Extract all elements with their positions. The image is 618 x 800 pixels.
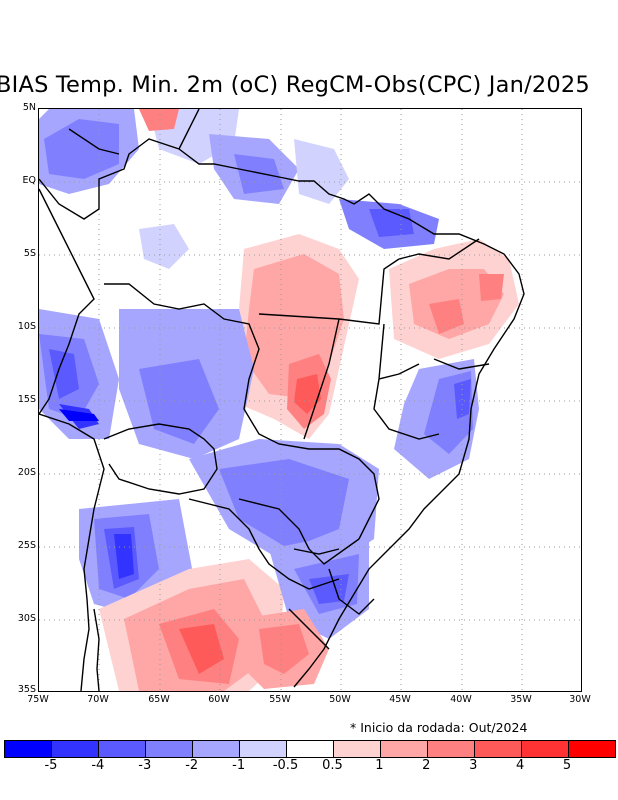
- colorbar-box: [381, 741, 428, 757]
- colorbar-box: [287, 741, 334, 757]
- colorbar-box: [569, 741, 615, 757]
- colorbar-tick-label: 4: [516, 758, 525, 773]
- colorbar-box: [5, 741, 52, 757]
- lat-label: 5S: [23, 248, 36, 259]
- lat-lon-grid: [39, 109, 581, 691]
- colorbar-tick-label: 2: [422, 758, 431, 773]
- colorbar-box: [99, 741, 146, 757]
- lat-label: 15S: [17, 394, 36, 405]
- colorbar-tick-label: -1: [232, 758, 246, 773]
- coastline-and-borders: [39, 109, 525, 691]
- run-start-note: * Inicio da rodada: Out/2024: [350, 720, 528, 735]
- colorbar-box: [193, 741, 240, 757]
- map-title: BIAS Temp. Min. 2m (oC) RegCM-Obs(CPC) J…: [0, 72, 590, 98]
- lon-label: 35W: [510, 694, 532, 705]
- lat-label: 10S: [17, 321, 36, 332]
- lat-label: 35S: [17, 684, 36, 695]
- lat-label: 25S: [17, 540, 36, 551]
- colorbar-tick-label: 0.5: [322, 758, 343, 773]
- colorbar-tick-label: -5: [44, 758, 58, 773]
- colorbar-tick-label: -4: [91, 758, 105, 773]
- colorbar-box: [428, 741, 475, 757]
- lon-label: 40W: [450, 694, 472, 705]
- lon-label: 55W: [269, 694, 291, 705]
- lon-label: 30W: [569, 694, 591, 705]
- colorbar-box: [146, 741, 193, 757]
- colorbar-tick-label: 1: [375, 758, 384, 773]
- colorbar: [4, 740, 616, 758]
- colorbar-box: [334, 741, 381, 757]
- colorbar-box: [522, 741, 569, 757]
- lon-label: 50W: [329, 694, 351, 705]
- map-frame: [38, 108, 582, 692]
- colorbar-tick-label: 3: [469, 758, 478, 773]
- lat-label: 30S: [17, 613, 36, 624]
- lat-label: EQ: [22, 175, 36, 186]
- bias-map: [39, 109, 581, 691]
- lat-label: 20S: [17, 467, 36, 478]
- colorbar-box: [52, 741, 99, 757]
- colorbar-tick-label: -3: [138, 758, 152, 773]
- colorbar-tick-label: -2: [185, 758, 199, 773]
- lon-label: 70W: [87, 694, 109, 705]
- colorbar-tick-label: -0.5: [272, 758, 299, 773]
- bias-shading: [39, 109, 519, 691]
- colorbar-box: [240, 741, 287, 757]
- colorbar-box: [475, 741, 522, 757]
- lon-label: 60W: [208, 694, 230, 705]
- colorbar-tick-label: 5: [562, 758, 572, 773]
- lon-label: 45W: [389, 694, 411, 705]
- lat-label: 5N: [22, 102, 36, 113]
- lon-label: 75W: [27, 694, 49, 705]
- lon-label: 65W: [148, 694, 170, 705]
